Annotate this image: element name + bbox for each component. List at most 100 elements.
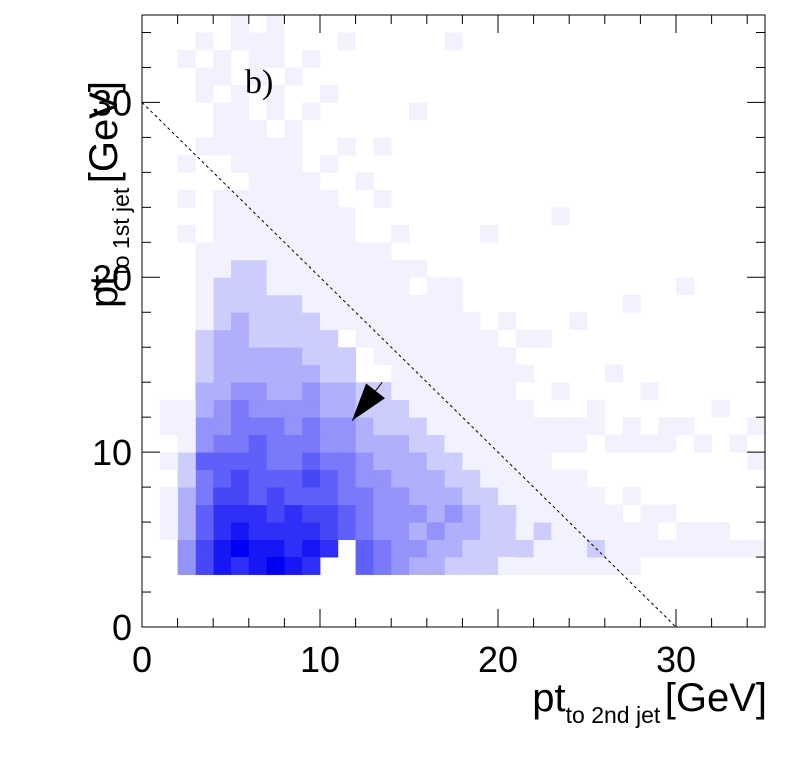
heatmap-bin: [604, 364, 623, 383]
heatmap-bin: [284, 259, 303, 278]
heatmap-bin: [355, 242, 374, 261]
heatmap-bin: [551, 417, 570, 436]
heatmap-bin: [248, 172, 267, 191]
heatmap-bin: [302, 329, 321, 348]
heatmap-bin: [533, 557, 552, 575]
heatmap-bin: [409, 469, 428, 488]
heatmap-bin: [231, 32, 250, 51]
panel-label: b): [245, 64, 274, 101]
heatmap-bin: [231, 84, 250, 103]
heatmap-bin: [195, 364, 214, 383]
heatmap-bin: [159, 417, 178, 436]
heatmap-bin: [266, 242, 285, 261]
heatmap-bin: [231, 242, 250, 261]
heatmap-bin: [658, 539, 677, 558]
heatmap-bin: [373, 434, 392, 453]
heatmap-bin: [337, 259, 356, 278]
heatmap-bin: [266, 137, 285, 156]
heatmap-bin: [355, 434, 374, 453]
heatmap-bin: [391, 224, 410, 243]
heatmap-bin: [409, 417, 428, 436]
heatmap-bin: [213, 49, 232, 68]
heatmap-bin: [391, 399, 410, 418]
heatmap-bin: [515, 417, 534, 436]
heatmap-bin: [498, 434, 517, 453]
heatmap-bin: [498, 522, 517, 540]
heatmap-bin: [444, 329, 463, 348]
heatmap-bin: [587, 399, 606, 418]
heatmap-bin: [480, 329, 499, 348]
plot-frame-border: [141, 14, 766, 628]
heatmap-bin: [462, 382, 481, 401]
heatmap-bin: [337, 224, 356, 243]
heatmap-bin: [177, 539, 196, 558]
heatmap-bin: [337, 417, 356, 436]
heatmap-bin: [302, 49, 321, 68]
heatmap-bin: [231, 469, 250, 488]
heatmap-bin: [551, 539, 570, 558]
heatmap-bin: [426, 347, 445, 366]
heatmap-bin: [515, 399, 534, 418]
heatmap-bin: [426, 294, 445, 313]
heatmap-bin: [266, 154, 285, 173]
heatmap-bin: [462, 452, 481, 471]
heatmap-bin: [231, 382, 250, 401]
heatmap-bin: [195, 522, 214, 540]
heatmap-bin: [533, 539, 552, 558]
heatmap-bin: [676, 539, 695, 558]
heatmap-bin: [284, 417, 303, 436]
heatmap-bin: [302, 172, 321, 191]
x-tick-label: 20: [478, 639, 518, 680]
heatmap-bin: [231, 15, 250, 33]
heatmap-bin: [248, 224, 267, 243]
heatmap-bin: [248, 154, 267, 173]
heatmap-bin: [284, 539, 303, 558]
heatmap-bin: [195, 504, 214, 523]
heatmap-bin: [302, 294, 321, 313]
y-axis-label-unit: [GeV]: [82, 80, 126, 184]
heatmap-bin: [248, 189, 267, 208]
heatmap-bin: [213, 417, 232, 436]
heatmap-bin: [480, 539, 499, 558]
heatmap-bin: [498, 347, 517, 366]
heatmap-bin: [373, 487, 392, 505]
heatmap-bin: [195, 329, 214, 348]
heatmap-bin: [391, 557, 410, 575]
heatmap-bin: [195, 382, 214, 401]
heatmap-bin: [533, 329, 552, 348]
heatmap-bin: [213, 189, 232, 208]
heatmap-bin: [231, 522, 250, 540]
heatmap-bin: [462, 399, 481, 418]
heatmap-bin: [604, 434, 623, 453]
heatmap-bin: [533, 522, 552, 540]
heatmap-bin: [248, 364, 267, 383]
heatmap-bin: [480, 399, 499, 418]
heatmap-bin: [426, 539, 445, 558]
heatmap-bin: [195, 487, 214, 505]
heatmap-bin: [498, 557, 517, 575]
heatmap-bin: [248, 417, 267, 436]
heatmap-bin: [337, 382, 356, 401]
heatmap-bin: [302, 224, 321, 243]
heatmap-bin: [337, 504, 356, 523]
heatmap-bin: [426, 452, 445, 471]
heatmap-bin: [320, 294, 339, 313]
heatmap-bin: [658, 417, 677, 436]
heatmap-bin: [498, 539, 517, 558]
heatmap-bin: [373, 312, 392, 331]
heatmap-bin: [266, 347, 285, 366]
heatmap-bin: [409, 539, 428, 558]
heatmap-bin: [515, 504, 534, 523]
heatmap-bin: [266, 15, 285, 33]
heatmap-bin: [248, 539, 267, 558]
heatmap-bin: [391, 259, 410, 278]
heatmap-bin: [337, 277, 356, 296]
heatmap-bin: [640, 522, 659, 540]
heatmap-bin: [498, 417, 517, 436]
heatmap-bin: [248, 329, 267, 348]
heatmap-bin: [195, 469, 214, 488]
heatmap-bin: [373, 557, 392, 575]
heatmap-bin: [462, 469, 481, 488]
heatmap-bin: [177, 224, 196, 243]
heatmap-bin: [266, 189, 285, 208]
